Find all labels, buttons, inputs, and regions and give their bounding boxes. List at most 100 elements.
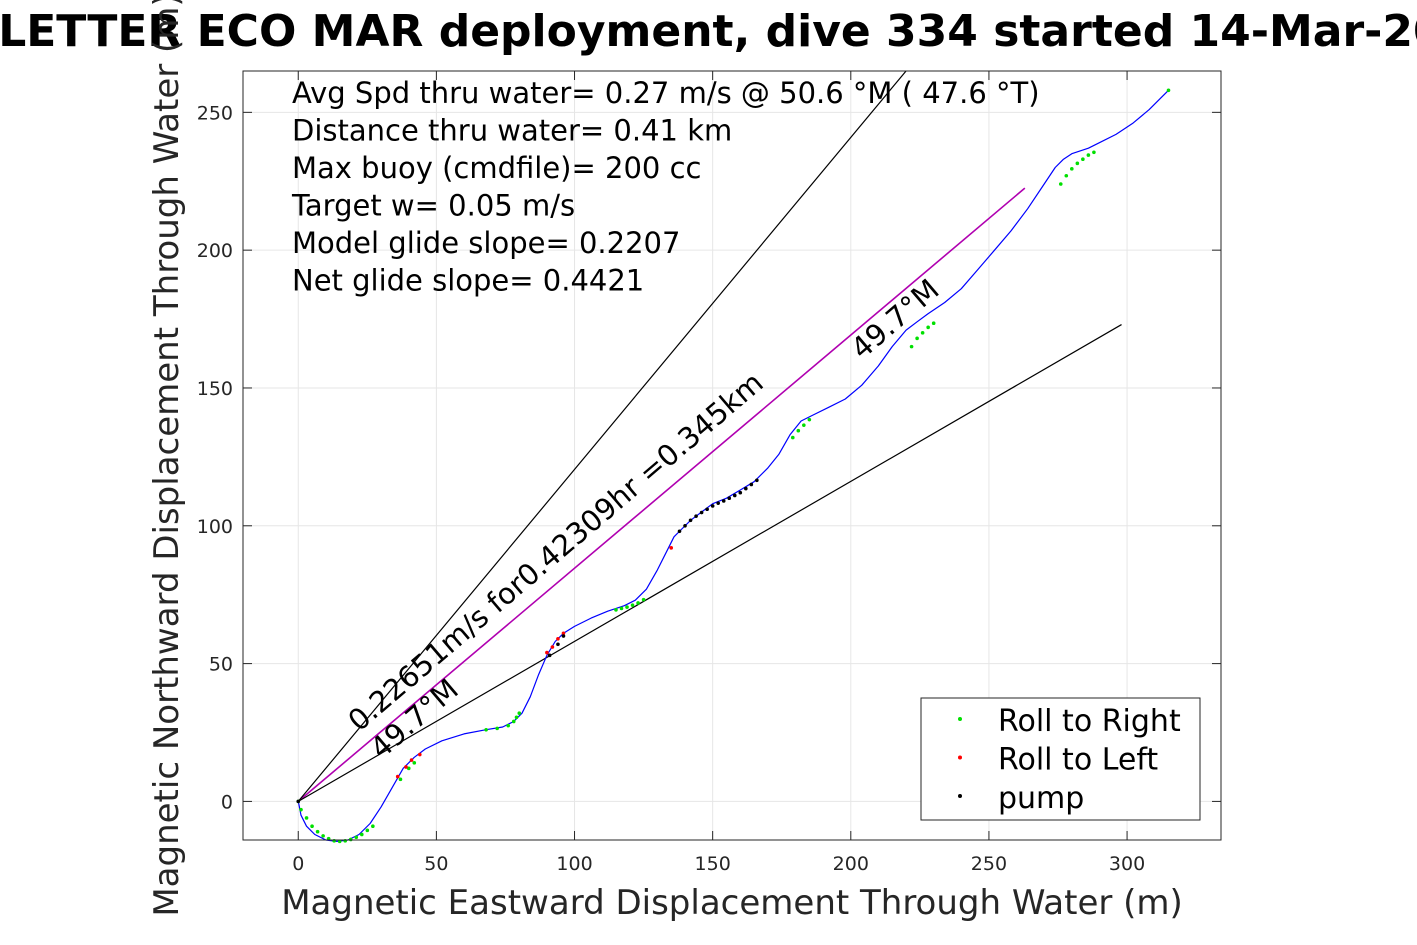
stats-line: Model glide slope= 0.2207 <box>292 226 680 260</box>
roll-to-right-marker <box>495 726 499 731</box>
roll-to-right-marker <box>304 816 309 820</box>
roll-to-right-marker <box>802 423 806 427</box>
roll-to-right-marker <box>1166 88 1171 93</box>
stats-line: Target w= 0.05 m/s <box>291 189 575 223</box>
roll-to-right-marker <box>920 331 925 335</box>
roll-to-right-marker <box>511 719 516 724</box>
ticks-group: 0 50 100 150 200 250 300 0 50 100 150 200 250 <box>197 71 1221 875</box>
y-tick-label: 200 <box>197 240 233 262</box>
roll-to-right-marker <box>796 428 801 433</box>
legend-marker <box>958 717 962 721</box>
roll-to-right-marker <box>1086 153 1091 157</box>
pump-marker <box>699 510 704 515</box>
pump-marker <box>705 507 709 512</box>
pump-marker <box>716 501 720 505</box>
roll-to-right-marker <box>299 807 303 812</box>
stats-line: Distance thru water= 0.41 km <box>292 114 732 148</box>
roll-to-right-marker <box>619 606 624 611</box>
y-tick-label: 0 <box>221 791 233 813</box>
roll-to-right-marker <box>517 711 522 716</box>
roll-to-right-marker <box>790 435 795 440</box>
x-tick-label: 250 <box>971 853 1007 875</box>
plot-frame <box>242 70 1222 841</box>
pump-marker <box>744 486 748 491</box>
roll-to-left-marker <box>409 758 414 762</box>
x-tick-label: 100 <box>556 853 592 875</box>
roll-to-right-marker <box>321 834 325 838</box>
stats-line: Max buoy (cmdfile)= 200 cc <box>292 151 701 185</box>
pump-marker <box>694 514 698 518</box>
pump-marker <box>727 496 732 501</box>
y-tick-label: 100 <box>197 516 233 538</box>
x-axis-label: Magnetic Eastward Displacement Through W… <box>281 883 1183 923</box>
pump-marker <box>683 523 687 528</box>
x-tick-label: 200 <box>833 853 869 875</box>
lower-bound <box>297 324 1122 802</box>
roll-to-right-marker <box>926 325 930 330</box>
roll-to-right-marker <box>636 601 640 605</box>
roll-to-right-marker <box>931 321 936 325</box>
roll-to-right-marker <box>484 727 488 732</box>
y-tick-label: 250 <box>197 102 233 124</box>
roll-to-right-marker <box>359 832 364 837</box>
roll-to-right-marker <box>371 824 375 829</box>
legend-marker <box>958 755 962 760</box>
legend-label: Roll to Right <box>998 704 1181 739</box>
chart-title: SG LETTER ECO MAR deployment, dive 334 s… <box>0 6 1417 57</box>
pump-marker <box>749 482 754 487</box>
roll-to-right-marker <box>1064 173 1069 178</box>
pump-marker <box>738 490 743 495</box>
legend-marker <box>958 794 962 798</box>
roll-to-left-marker <box>545 650 549 655</box>
y-tick-label: 150 <box>197 378 233 400</box>
roll-to-left-marker <box>395 774 400 779</box>
x-tick-label: 300 <box>1109 853 1145 875</box>
roll-to-right-marker <box>506 723 511 728</box>
reference-lines <box>297 70 1122 803</box>
roll-to-left-marker <box>418 752 422 757</box>
roll-to-right-marker <box>365 828 370 833</box>
roll-to-right-marker <box>310 824 314 829</box>
upper-bound <box>297 70 907 802</box>
grid <box>243 71 1221 840</box>
roll-to-left-marker <box>550 645 555 649</box>
roll-to-right-marker <box>909 344 914 349</box>
pump-marker <box>688 518 693 523</box>
roll-to-left-marker <box>404 765 408 769</box>
pump-marker <box>755 478 759 483</box>
roll-to-left-marker <box>561 631 566 636</box>
roll-to-right-marker <box>1092 150 1096 155</box>
x-tick-label: 50 <box>424 853 448 875</box>
heading-line <box>297 187 1026 803</box>
legend-label: Roll to Left <box>998 743 1158 778</box>
pump-marker <box>721 499 726 503</box>
roll-to-right-marker <box>348 837 353 842</box>
markers-group <box>296 88 1171 844</box>
legend-label: pump <box>998 781 1084 816</box>
roll-to-right-marker <box>641 597 646 602</box>
stats-block: Avg Spd thru water= 0.27 m/s @ 50.6 °M (… <box>291 76 1040 298</box>
roll-to-right-marker <box>315 829 320 834</box>
stats-line: Net glide slope= 0.4421 <box>292 264 644 298</box>
pump-marker <box>710 504 715 508</box>
legend-box <box>920 697 1201 821</box>
stats-line: Avg Spd thru water= 0.27 m/s @ 50.6 °M (… <box>292 76 1040 110</box>
roll-to-right-marker <box>1081 157 1085 162</box>
roll-to-right-marker <box>398 777 403 782</box>
y-axis-label: Magnetic Northward Displacement Through … <box>147 0 187 917</box>
roll-to-right-marker <box>1058 182 1063 186</box>
x-tick-label: 150 <box>695 853 731 875</box>
roll-to-right-marker <box>807 417 812 422</box>
x-tick-label: 0 <box>292 853 304 875</box>
pump-marker <box>547 653 552 658</box>
pump-marker <box>677 529 682 534</box>
pump-marker <box>556 642 560 647</box>
roll-to-right-marker <box>354 835 359 840</box>
roll-to-right-marker <box>630 603 635 607</box>
roll-to-right-marker <box>1075 161 1080 166</box>
roll-to-right-marker <box>614 608 618 612</box>
roll-to-right-marker <box>1070 167 1074 171</box>
